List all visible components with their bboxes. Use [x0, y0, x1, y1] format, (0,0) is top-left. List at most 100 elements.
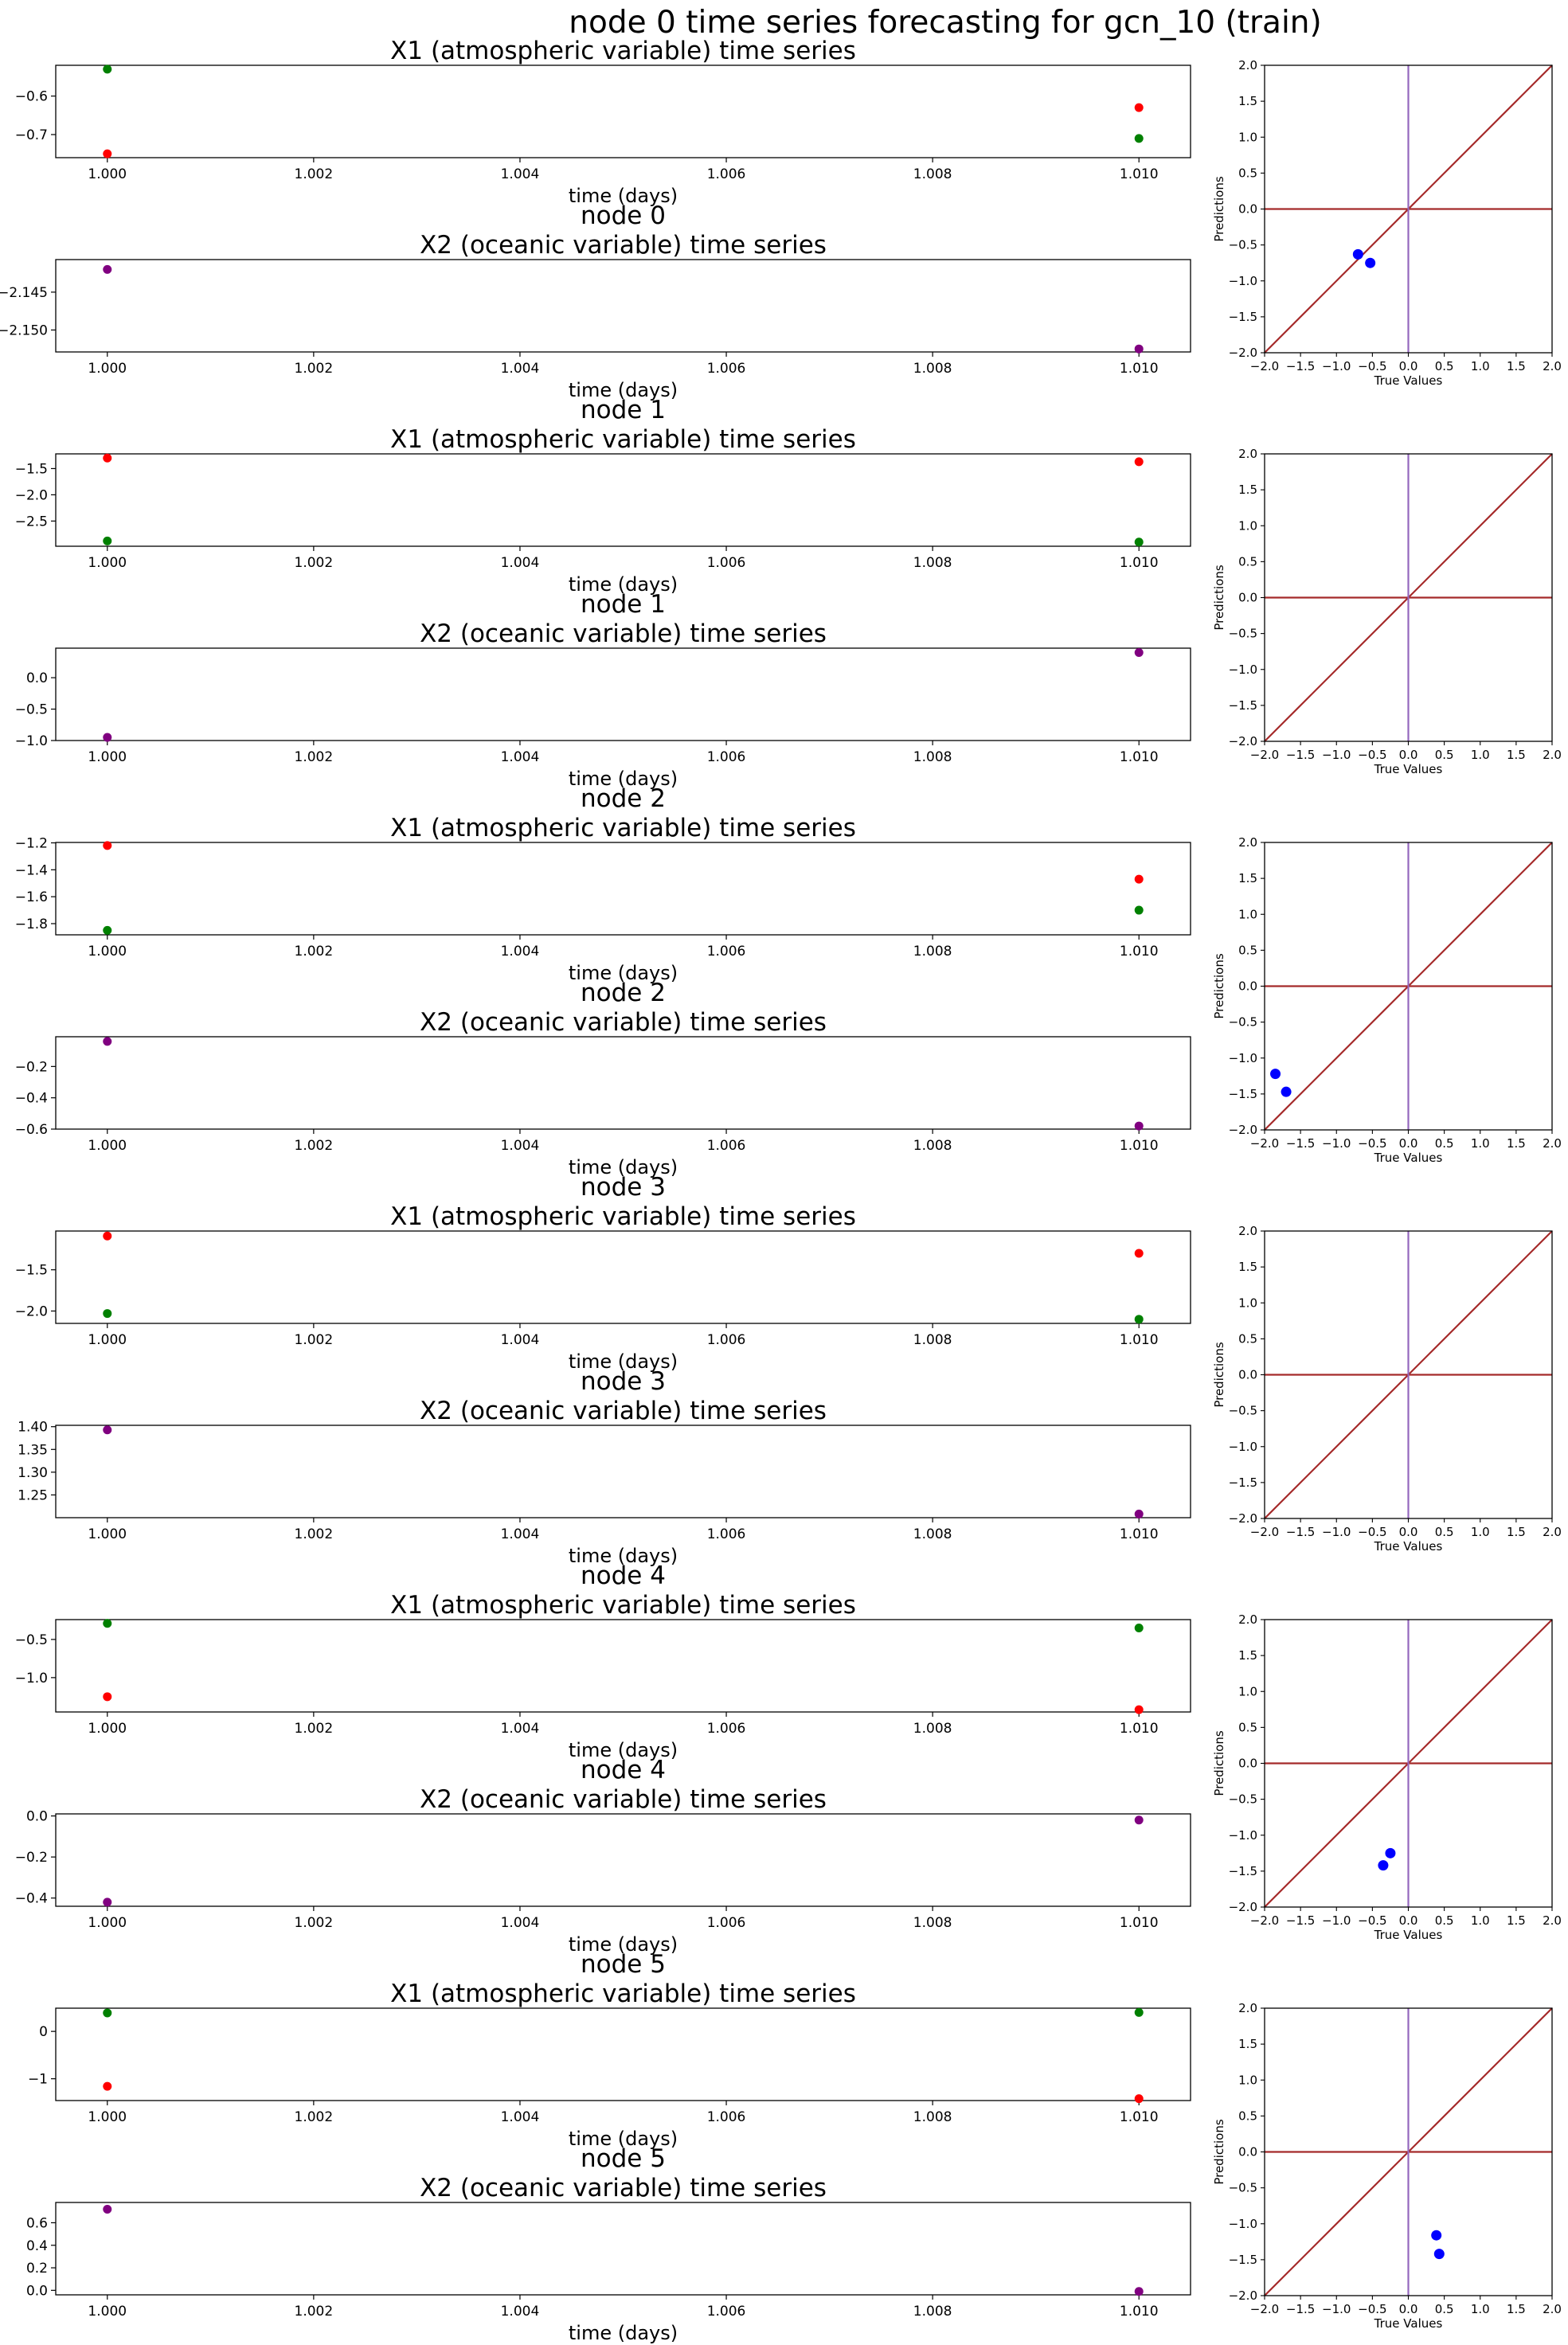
x-tick-label: 1.010	[1120, 1915, 1159, 1931]
x-tick-label: 1.006	[707, 361, 746, 377]
plot-frame	[55, 2007, 1191, 2101]
x-tick-label: 1.004	[501, 1332, 540, 1348]
y-tick-label: 0	[39, 2024, 48, 2040]
ts-panel-node3-x1: node 3 X1 (atmospheric variable) time ser…	[15, 1173, 1191, 1373]
ts-panel-node0-x1: X1 (atmospheric variable) time series 1.0…	[15, 37, 1191, 207]
y-tick-label: 2.0	[1238, 58, 1257, 72]
y-tick-label: −1.5	[1229, 1087, 1257, 1101]
x-tick-label: 2.0	[1543, 748, 1562, 762]
x-tick-label: −2.0	[1250, 1913, 1279, 1928]
x-tick-label: −2.0	[1250, 1525, 1279, 1539]
x-tick-label: −1.5	[1286, 1136, 1315, 1151]
data-point	[103, 2081, 112, 2091]
data-point	[103, 841, 112, 850]
x-tick-label: 1.008	[913, 2109, 952, 2125]
y-tick-label: −1.2	[15, 836, 48, 852]
ts-panel-node1-x1: node 1 X1 (atmospheric variable) time ser…	[15, 396, 1191, 596]
y-tick-label: −1	[28, 2072, 48, 2088]
x-tick-label: −2.0	[1250, 359, 1279, 373]
y-tick-label: −2.0	[1229, 1511, 1257, 1526]
x-tick-label: 1.004	[501, 1915, 540, 1931]
x-tick-label: 1.000	[88, 1721, 127, 1737]
plot-frame	[55, 1619, 1191, 1713]
data-point	[1134, 103, 1144, 112]
y-tick-label: −0.6	[15, 89, 48, 105]
y-tick-label: −0.5	[1229, 2181, 1257, 2195]
x-tick-label: 1.000	[88, 1915, 127, 1931]
x-tick-label: 0.5	[1435, 2302, 1454, 2316]
y-tick-label: −2.0	[1229, 734, 1257, 748]
x-tick-label: 1.008	[913, 749, 952, 765]
panel-title-line: node 2	[581, 784, 666, 813]
y-tick-label: 0.5	[1238, 2109, 1257, 2123]
x-tick-label: 1.000	[88, 1526, 127, 1542]
panel-title-line: node 2	[581, 979, 666, 1007]
x-tick-label: 1.004	[501, 361, 540, 377]
x-tick-label: 1.000	[88, 2109, 127, 2125]
y-tick-label: −1.8	[15, 917, 48, 932]
x-tick-label: 1.000	[88, 361, 127, 377]
data-point	[1134, 1624, 1144, 1633]
x-axis-label: True Values	[1374, 1151, 1443, 1165]
x-tick-label: 1.006	[707, 1526, 746, 1542]
x-tick-label: 1.010	[1120, 944, 1159, 959]
x-tick-label: 1.006	[707, 2304, 746, 2320]
y-tick-label: 0.0	[1238, 979, 1257, 994]
data-point	[1134, 457, 1144, 467]
y-tick-label: −1.6	[15, 889, 48, 905]
x-tick-label: 1.0	[1471, 2302, 1490, 2316]
y-tick-label: 2.0	[1238, 447, 1257, 461]
x-tick-label: 1.0	[1471, 1525, 1490, 1539]
x-tick-label: 1.010	[1120, 2109, 1159, 2125]
y-tick-label: 1.40	[18, 1420, 48, 1436]
x-tick-label: 1.010	[1120, 166, 1159, 182]
data-point	[103, 264, 112, 274]
panel-title-line: node 3	[581, 1367, 666, 1396]
x-tick-label: −1.0	[1322, 2302, 1351, 2316]
data-point	[103, 1309, 112, 1319]
y-tick-label: 1.0	[1238, 1684, 1257, 1698]
x-tick-label: 1.002	[295, 361, 334, 377]
y-tick-label: −1.5	[1229, 310, 1257, 324]
prediction-point	[1385, 1847, 1396, 1858]
panel-title: node 3 X2 (oceanic variable) time series	[420, 1367, 827, 1425]
x-tick-label: 1.000	[88, 1332, 127, 1348]
panel-title-line: node 1	[581, 396, 666, 424]
x-tick-label: 0.0	[1399, 1136, 1418, 1151]
x-axis-label: time (days)	[569, 768, 678, 790]
data-point	[103, 1692, 112, 1702]
x-tick-label: 0.5	[1435, 1913, 1454, 1928]
x-tick-label: 0.0	[1399, 359, 1418, 373]
x-tick-label: 1.008	[913, 944, 952, 959]
x-tick-label: 1.008	[913, 1915, 952, 1931]
y-tick-label: 0.0	[26, 2283, 48, 2299]
x-tick-label: 1.5	[1507, 1136, 1526, 1151]
ts-panel-node4-x2: node 4 X2 (oceanic variable) time series 1…	[15, 1756, 1191, 1956]
x-axis-label: time (days)	[569, 1739, 678, 1761]
data-point	[1134, 648, 1144, 658]
x-tick-label: −2.0	[1250, 2302, 1279, 2316]
y-tick-label: 0.0	[1238, 1757, 1257, 1771]
y-tick-label: −1.0	[15, 1671, 48, 1686]
y-tick-label: 0.0	[1238, 202, 1257, 217]
y-tick-label: −1.0	[1229, 662, 1257, 677]
x-tick-label: 1.004	[501, 555, 540, 571]
y-tick-label: −0.5	[1229, 1404, 1257, 1418]
figure-title: node 0 time series forecasting for gcn_1…	[569, 5, 1321, 41]
x-tick-label: 1.006	[707, 1138, 746, 1154]
x-tick-label: −1.5	[1286, 1913, 1315, 1928]
panel-title-line: X1 (atmospheric variable) time series	[390, 1202, 856, 1231]
data-point	[103, 64, 112, 74]
ts-panel-node1-x2: node 1 X2 (oceanic variable) time series 1…	[15, 590, 1191, 790]
x-tick-label: 1.010	[1120, 361, 1159, 377]
y-tick-label: −0.5	[15, 1632, 48, 1648]
x-axis-label: time (days)	[569, 2322, 678, 2344]
x-tick-label: 1.008	[913, 1721, 952, 1737]
x-tick-label: 1.000	[88, 749, 127, 765]
x-tick-label: −1.0	[1322, 748, 1351, 762]
y-tick-label: −1.5	[1229, 1864, 1257, 1878]
ts-panel-node4-x1: node 4 X1 (atmospheric variable) time ser…	[15, 1561, 1191, 1761]
y-tick-label: −0.5	[1229, 238, 1257, 252]
x-tick-label: 1.004	[501, 2304, 540, 2320]
